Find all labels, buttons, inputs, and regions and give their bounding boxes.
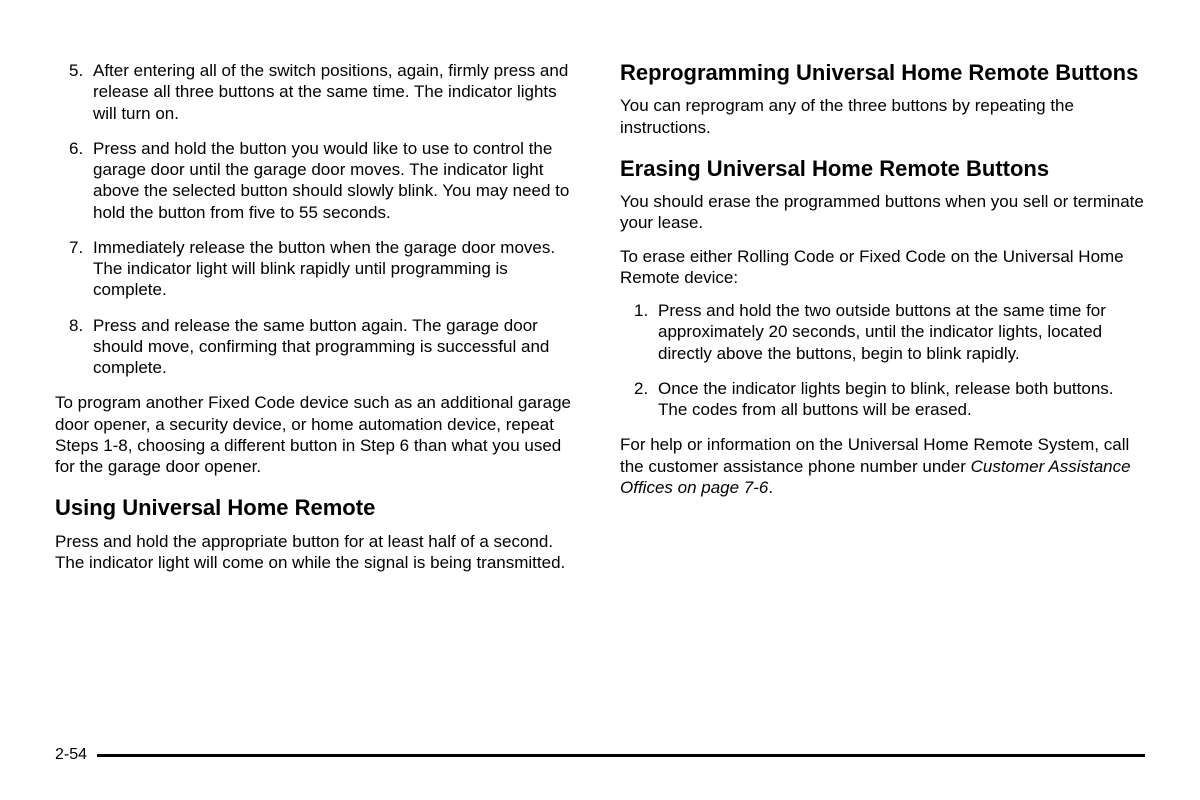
paragraph-program-another: To program another Fixed Code device suc… [55,392,580,477]
instruction-list-continued: After entering all of the switch positio… [55,60,580,378]
page-content: After entering all of the switch positio… [55,60,1145,585]
paragraph-erase-1: You should erase the programmed buttons … [620,191,1145,234]
heading-erasing: Erasing Universal Home Remote Buttons [620,156,1145,181]
help-text-suffix: . [768,478,773,497]
heading-reprogramming: Reprogramming Universal Home Remote Butt… [620,60,1145,85]
erase-instruction-list: Press and hold the two outside buttons a… [620,300,1145,420]
list-item: Press and release the same button again.… [55,315,580,379]
list-item: After entering all of the switch positio… [55,60,580,124]
heading-using: Using Universal Home Remote [55,495,580,520]
page-footer: 2-54 [55,754,1145,775]
list-item: Press and hold the button you would like… [55,138,580,223]
list-item: Immediately release the button when the … [55,237,580,301]
right-column: Reprogramming Universal Home Remote Butt… [620,60,1145,585]
list-item: Press and hold the two outside buttons a… [620,300,1145,364]
paragraph-help: For help or information on the Universal… [620,434,1145,498]
paragraph-using: Press and hold the appropriate button fo… [55,531,580,574]
list-item: Once the indicator lights begin to blink… [620,378,1145,421]
paragraph-reprogram: You can reprogram any of the three butto… [620,95,1145,138]
paragraph-erase-2: To erase either Rolling Code or Fixed Co… [620,246,1145,289]
left-column: After entering all of the switch positio… [55,60,580,585]
page-number: 2-54 [55,746,97,763]
